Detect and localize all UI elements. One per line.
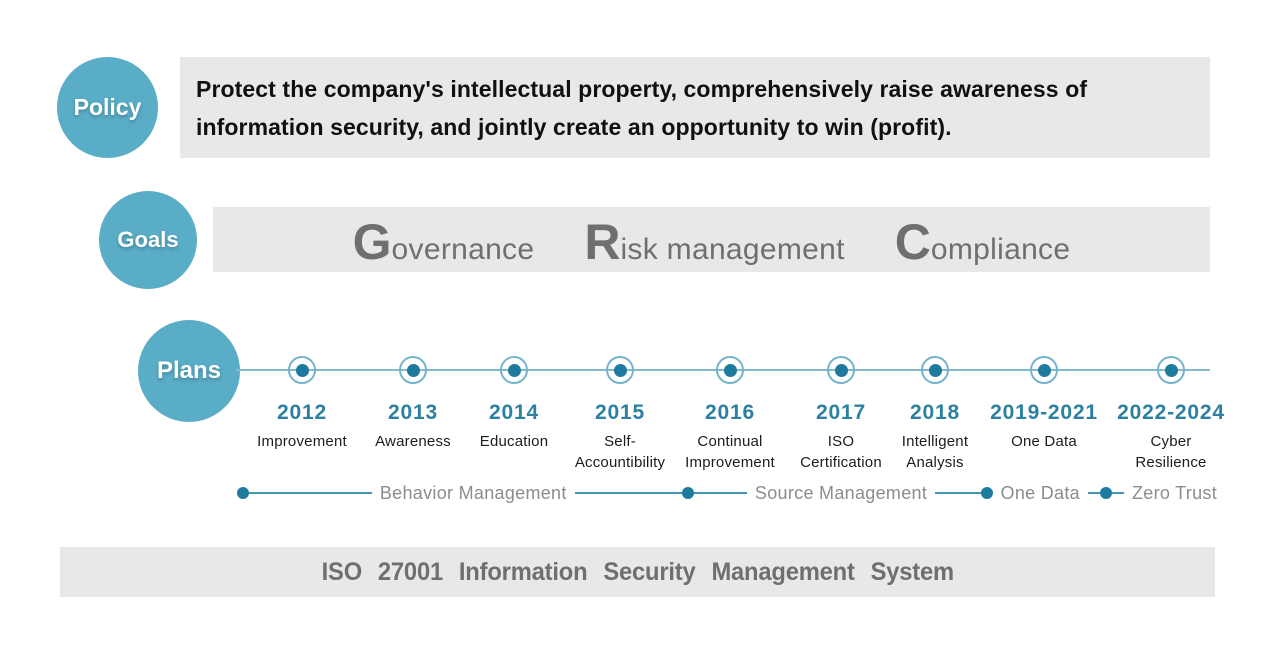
phase-dot — [980, 487, 993, 499]
phase-connector — [935, 492, 981, 494]
goal-risk-management-initial: R — [584, 214, 621, 270]
timeline-dot — [1037, 363, 1051, 377]
timeline-node-2013 — [399, 356, 427, 384]
milestone-year: 2022-2024 — [1117, 401, 1225, 424]
milestone-label: Education — [479, 433, 549, 450]
timeline-dot — [406, 363, 420, 377]
milestone-2019-2021: 2019-2021 One Data — [982, 401, 1106, 452]
milestone-2015: 2015 Self- Accountibility — [558, 401, 682, 473]
milestone-label: Intelligent Analysis — [901, 433, 969, 471]
goals-panel: Governance Risk management Compliance — [213, 207, 1210, 272]
goals-bubble-label: Goals — [117, 227, 179, 252]
iso-footer-bar: ISO 27001 Information Security Managemen… — [60, 547, 1215, 597]
goal-compliance-rest: ompliance — [930, 233, 1071, 266]
goal-compliance-initial: C — [894, 214, 931, 270]
phase-connector — [249, 492, 372, 494]
timeline-node-2012 — [288, 356, 316, 384]
goal-compliance: Compliance — [895, 213, 1071, 271]
phase-one-data: One Data — [1000, 482, 1080, 503]
policy-bubble: Policy — [57, 57, 158, 158]
milestone-year: 2014 — [489, 401, 539, 424]
policy-bubble-label: Policy — [73, 94, 142, 120]
timeline-node-2016 — [716, 356, 744, 384]
milestone-label: Awareness — [375, 433, 451, 450]
goal-governance-initial: G — [352, 214, 392, 270]
milestone-label: Continual Improvement — [685, 433, 775, 471]
timeline-dot — [295, 363, 309, 377]
phase-behavior-management: Behavior Management — [379, 482, 567, 503]
milestone-2014: 2014 Education — [452, 401, 576, 452]
phase-connector — [1087, 492, 1100, 494]
plans-bubble: Plans — [138, 320, 240, 422]
iso-footer-text: ISO 27001 Information Security Managemen… — [321, 557, 954, 586]
policy-statement-line1: Protect the company's intellectual prope… — [196, 76, 1088, 102]
timeline-node-2022-2024 — [1157, 356, 1185, 384]
phase-connector — [574, 492, 682, 494]
goal-risk-management-rest: isk management — [620, 233, 845, 266]
milestone-2016: 2016 Continual Improvement — [668, 401, 792, 473]
timeline-dot — [1164, 363, 1178, 377]
milestone-label: Cyber Resilience — [1135, 433, 1207, 471]
milestone-year: 2017 — [816, 401, 866, 424]
goal-governance: Governance — [353, 213, 535, 271]
milestone-label: ISO Certification — [800, 433, 882, 471]
milestone-2013: 2013 Awareness — [351, 401, 475, 452]
policy-statement-panel: Protect the company's intellectual prope… — [180, 57, 1210, 158]
phase-dot — [237, 487, 249, 499]
timeline-node-2015 — [606, 356, 634, 384]
milestone-2018: 2018 Intelligent Analysis — [873, 401, 997, 473]
phase-dot — [681, 487, 694, 499]
milestone-label: One Data — [1011, 433, 1077, 450]
goal-risk-management: Risk management — [584, 213, 844, 271]
phase-source-management: Source Management — [754, 482, 928, 503]
milestone-label: Self- Accountibility — [574, 433, 666, 471]
timeline-node-2017 — [827, 356, 855, 384]
phase-dot — [1099, 487, 1112, 499]
goal-governance-rest: overnance — [391, 233, 535, 266]
milestone-year: 2018 — [910, 401, 960, 424]
timeline-dot — [928, 363, 942, 377]
phase-connector — [693, 492, 747, 494]
milestone-year: 2016 — [705, 401, 755, 424]
plans-bubble-label: Plans — [156, 357, 222, 384]
milestone-year: 2013 — [388, 401, 438, 424]
timeline-dot — [507, 363, 521, 377]
timeline-dot — [834, 363, 848, 377]
milestone-label: Improvement — [257, 433, 347, 450]
timeline-dot — [723, 363, 737, 377]
timeline-node-2019-2021 — [1030, 356, 1058, 384]
timeline-node-2014 — [500, 356, 528, 384]
goals-bubble: Goals — [99, 191, 197, 289]
policy-statement-line2: information security, and jointly create… — [196, 114, 952, 140]
timeline-node-2018 — [921, 356, 949, 384]
milestone-year: 2019-2021 — [990, 401, 1098, 424]
timeline-dot — [613, 363, 627, 377]
milestone-year: 2015 — [595, 401, 645, 424]
milestone-2017: 2017 ISO Certification — [779, 401, 903, 473]
milestone-2012: 2012 Improvement — [240, 401, 364, 452]
phase-connector — [1111, 492, 1124, 494]
phase-row: Behavior Management Source Management On… — [237, 482, 1225, 504]
milestone-year: 2012 — [277, 401, 327, 424]
milestone-2022-2024: 2022-2024 Cyber Resilience — [1109, 401, 1233, 473]
phase-zero-trust: Zero Trust — [1131, 482, 1218, 503]
